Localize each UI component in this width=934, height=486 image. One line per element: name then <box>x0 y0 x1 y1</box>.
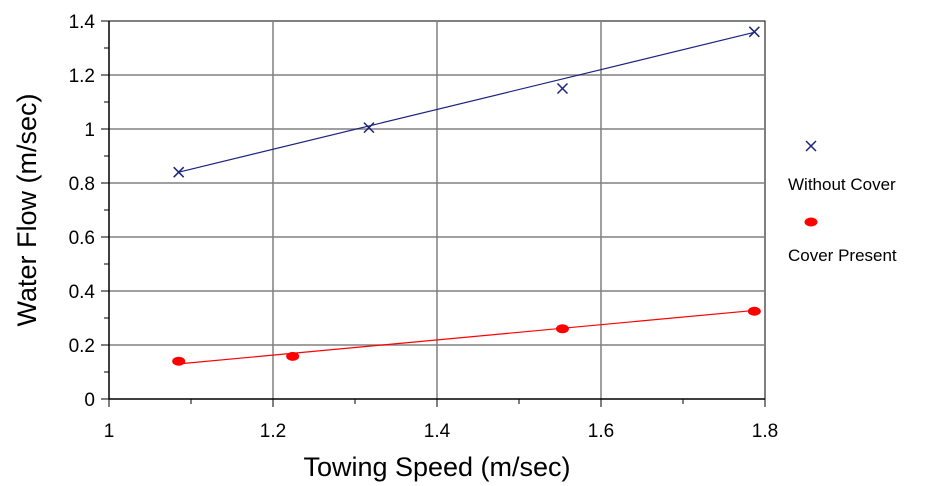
data-point <box>363 122 375 134</box>
ticks: 1 1.2 1.4 1.6 1.8 0 0.2 0.4 0.6 0.8 1 1.2 1.4 <box>69 12 779 442</box>
data-point <box>747 306 761 316</box>
grid <box>109 21 765 399</box>
trendline <box>178 31 755 173</box>
legend-marker-without-cover <box>805 140 817 152</box>
y-tick-label: 0.2 <box>69 336 95 357</box>
legend-marker-cover-present <box>804 217 818 227</box>
y-tick-label: 0.8 <box>69 174 95 195</box>
series-0 <box>173 26 760 178</box>
legend: Without Cover Cover Present <box>788 140 897 265</box>
trendline <box>178 309 755 365</box>
data-point <box>556 82 568 95</box>
legend-dot-marker-icon <box>804 217 818 227</box>
data-point <box>748 26 760 38</box>
x-axis-title: Towing Speed (m/sec) <box>303 452 570 482</box>
series-layer <box>172 26 761 366</box>
x-tick-label: 1.6 <box>588 421 614 442</box>
x-tick-label: 1.4 <box>424 421 451 442</box>
y-tick-label: 0.4 <box>69 282 96 303</box>
x-tick-label: 1.8 <box>752 421 778 442</box>
data-point <box>173 166 185 178</box>
legend-x-marker-icon <box>805 140 817 152</box>
y-axis-title: Water Flow (m/sec) <box>12 93 42 326</box>
legend-label-cover-present: Cover Present <box>788 246 897 265</box>
y-tick-label: 1.2 <box>69 66 95 87</box>
data-point <box>286 351 300 361</box>
x-tick-label: 1 <box>104 421 115 442</box>
series-1 <box>172 306 761 366</box>
y-tick-label: 0.6 <box>69 228 95 249</box>
y-tick-label: 0 <box>84 390 95 411</box>
y-tick-label: 1 <box>84 120 95 141</box>
x-tick-label: 1.2 <box>260 421 286 442</box>
data-point <box>172 356 186 366</box>
data-point <box>555 324 569 334</box>
y-tick-label: 1.4 <box>69 12 96 33</box>
legend-label-without-cover: Without Cover <box>788 175 896 194</box>
